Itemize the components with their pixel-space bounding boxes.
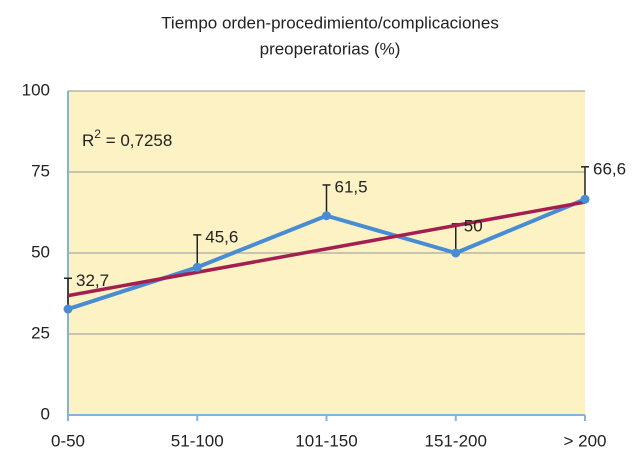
annotation-part: 2 (94, 127, 101, 141)
y-tick-label: 0 (41, 404, 50, 423)
data-point (580, 194, 590, 204)
data-label: 32,7 (76, 271, 109, 290)
x-tick-label: > 200 (563, 431, 606, 450)
data-point (322, 211, 331, 221)
annotation-part: = 0,7258 (101, 131, 172, 150)
data-point (63, 304, 73, 314)
data-label: 50 (464, 216, 483, 235)
y-tick-label: 75 (31, 161, 50, 180)
x-tick-label: 0-50 (51, 431, 85, 450)
y-tick-label: 100 (22, 80, 50, 99)
data-point (192, 262, 202, 272)
y-tick-label: 25 (31, 323, 50, 342)
x-tick-label: 101-150 (295, 431, 357, 450)
data-label: 66,6 (593, 159, 626, 178)
trendline (67, 200, 586, 298)
y-tick-label: 50 (31, 242, 50, 261)
annotation: R2 = 0,7258 (82, 127, 172, 150)
data-label: 61,5 (335, 177, 368, 196)
data-point (451, 248, 461, 258)
chart-title: Tiempo orden-procedimiento/complicacione… (161, 13, 499, 32)
x-tick-label: 151-200 (425, 431, 487, 450)
annotation-part: R (82, 131, 94, 150)
data-label: 45,6 (205, 227, 238, 246)
chart-title: preoperatorias (%) (260, 39, 401, 58)
x-tick-label: 51-100 (171, 431, 224, 450)
